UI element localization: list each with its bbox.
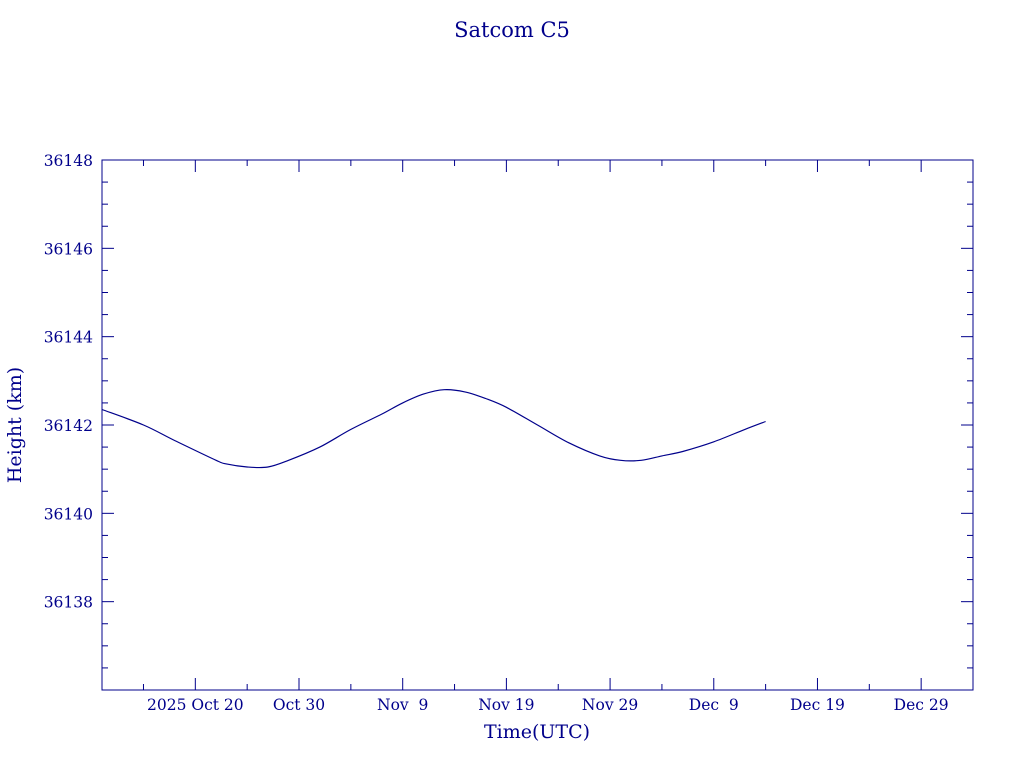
y-tick-label: 36148 <box>44 152 93 170</box>
y-tick-label: 36140 <box>44 505 93 523</box>
y-tick-label: 36138 <box>44 594 93 612</box>
x-tick-label: Oct 30 <box>273 696 325 714</box>
x-tick-label: Dec 9 <box>689 696 739 714</box>
x-tick-label: Nov 19 <box>478 696 534 714</box>
x-tick-label: Nov 9 <box>377 696 428 714</box>
x-tick-label: Nov 29 <box>582 696 638 714</box>
x-tick-label: Dec 19 <box>790 696 845 714</box>
x-axis-label: Time(UTC) <box>484 721 590 743</box>
series-line <box>101 389 766 469</box>
x-tick-label: Dec 29 <box>894 696 949 714</box>
y-axis-label: Height (km) <box>4 367 26 483</box>
axis-ticks <box>102 159 974 691</box>
y-tick-label: 36146 <box>44 240 93 258</box>
chart-title: Satcom C5 <box>454 18 570 42</box>
x-tick-labels: 2025 Oct 20 Oct 30 Nov 9 Nov 19 Nov 29 Dec 9 D… <box>147 696 949 714</box>
y-tick-label: 36144 <box>44 329 93 347</box>
y-tick-label: 36142 <box>44 417 93 435</box>
x-tick-label: 2025 Oct 20 <box>147 696 244 714</box>
y-tick-labels: 36138 36140 36142 36144 36146 36148 <box>44 152 93 612</box>
